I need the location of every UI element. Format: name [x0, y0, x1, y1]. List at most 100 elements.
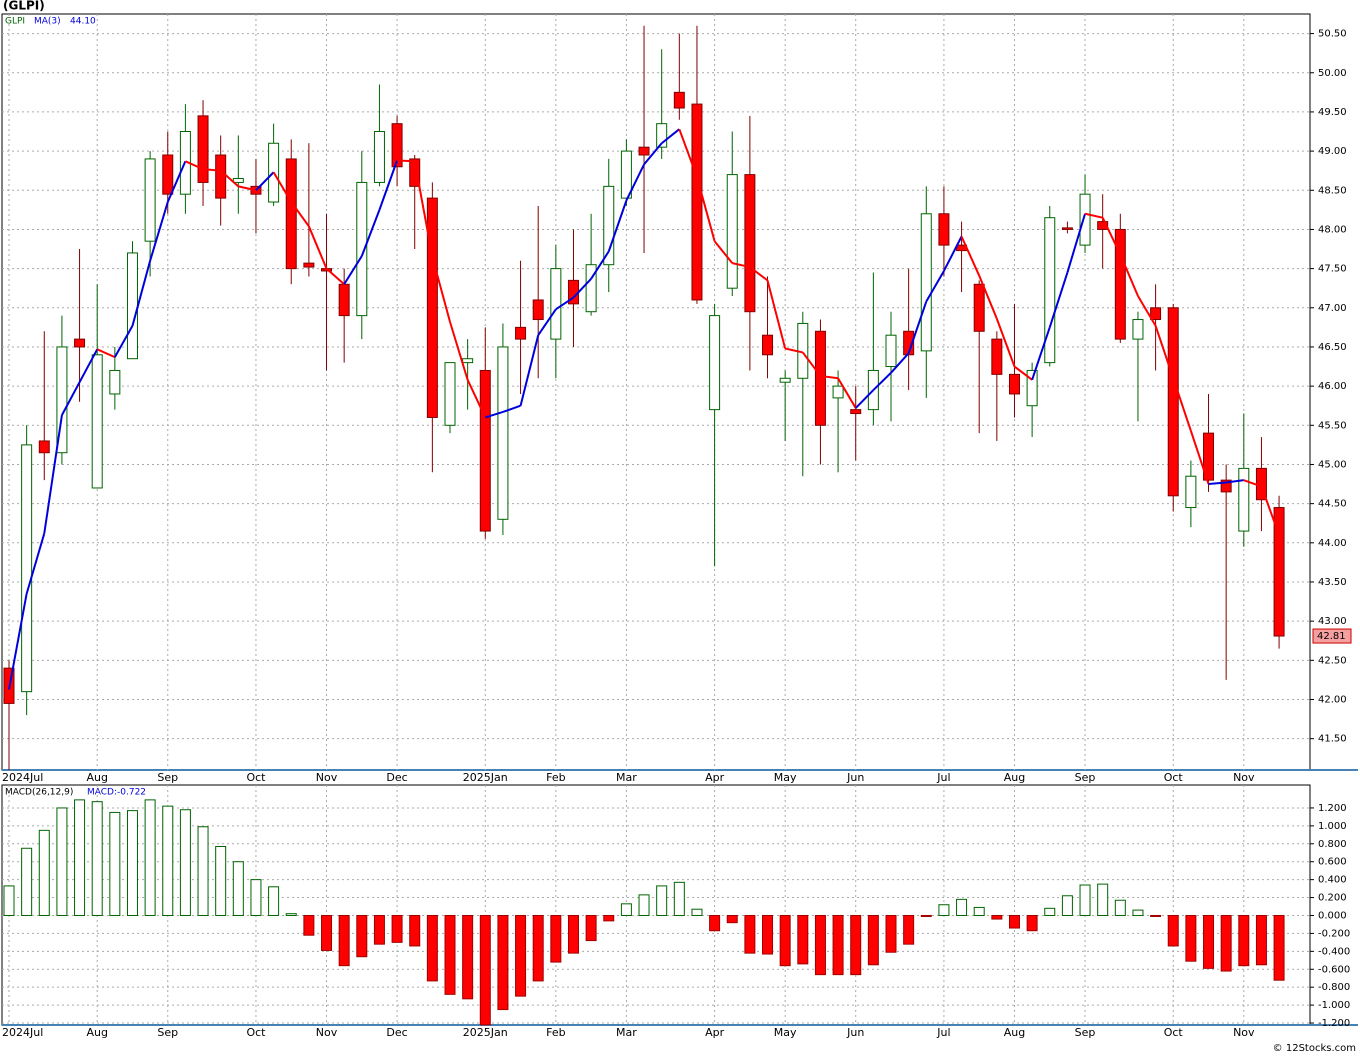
- macd-bar: [1203, 914, 1215, 969]
- ma-segment: [925, 270, 945, 303]
- macd-bar: [1150, 914, 1162, 917]
- candle-body: [338, 283, 350, 317]
- candle-body: [1044, 217, 1056, 364]
- macd-bar: [620, 903, 632, 916]
- ma-segment: [272, 171, 293, 203]
- x-tick-label: Jun: [846, 1026, 864, 1039]
- legend-symbol: GLPI: [5, 17, 25, 27]
- macd-bar: [691, 908, 703, 916]
- macd-bar: [3, 885, 15, 916]
- ma-segment: [1013, 365, 1033, 381]
- macd-bar: [126, 810, 138, 916]
- ma-segment: [149, 201, 169, 262]
- macd-bar: [726, 914, 738, 924]
- ma-segment: [1172, 377, 1192, 432]
- y-tick-label: 47.50: [1318, 264, 1347, 275]
- candle-body: [1008, 373, 1020, 395]
- macd-bar: [1185, 914, 1197, 962]
- candle-body: [1273, 507, 1285, 637]
- macd-bar: [497, 914, 509, 1011]
- x-tick-label: Oct: [1164, 771, 1184, 784]
- y-tick-label: 48.50: [1318, 185, 1347, 196]
- x-tick-label: Aug: [1004, 771, 1025, 784]
- macd-title: MACD(26,12,9): [5, 788, 73, 798]
- x-tick-label: Aug: [86, 771, 107, 784]
- macd-bar: [1238, 914, 1250, 967]
- x-tick-label: Feb: [546, 771, 565, 784]
- macd-bar: [832, 914, 844, 976]
- macd-bar: [338, 914, 350, 967]
- macd-bar: [603, 914, 615, 922]
- ma-segment: [555, 296, 575, 311]
- candle-body: [850, 409, 862, 415]
- ma-segment: [184, 160, 204, 171]
- ma-segment: [360, 209, 381, 257]
- y-tick-label: 44.00: [1318, 538, 1347, 549]
- ma-segment: [96, 348, 116, 359]
- macd-bar: [268, 886, 280, 916]
- macd-bar: [797, 914, 809, 965]
- y-tick-label: -0.600: [1318, 964, 1350, 975]
- ma-segment: [113, 325, 134, 358]
- y-tick-label: 46.00: [1318, 381, 1347, 392]
- macd-bar: [1079, 884, 1091, 916]
- ma-segment: [625, 163, 645, 201]
- ma-segment: [25, 533, 46, 595]
- candle-body: [1203, 432, 1215, 481]
- macd-bar: [1044, 907, 1056, 916]
- x-tick-label: Jul: [936, 1026, 950, 1039]
- ma-segment: [1048, 272, 1069, 328]
- ma-segment: [855, 389, 875, 409]
- y-tick-label: -0.400: [1318, 946, 1350, 957]
- candle-body: [691, 103, 703, 301]
- ma-segment: [8, 593, 28, 690]
- macd-bar: [1026, 914, 1038, 932]
- y-tick-label: 0.200: [1318, 893, 1347, 904]
- candle-body: [603, 185, 615, 266]
- legend-ma: MA(3): [34, 17, 61, 27]
- y-tick-label: 0.400: [1318, 875, 1347, 886]
- ma-segment: [1243, 479, 1262, 488]
- macd-bar: [938, 904, 950, 916]
- candle-body: [232, 178, 244, 183]
- y-tick-label: 44.50: [1318, 499, 1347, 510]
- ma-segment: [1208, 481, 1227, 486]
- y-tick-label: -1.000: [1318, 1000, 1350, 1011]
- x-tick-label: Nov: [316, 771, 338, 784]
- x-tick-label: Sep: [1075, 1026, 1096, 1039]
- macd-bar: [479, 914, 491, 1026]
- ma-segment: [61, 381, 81, 416]
- macd-bar: [1273, 914, 1285, 981]
- candle-body: [426, 197, 438, 418]
- y-tick-label: 42.50: [1318, 655, 1347, 666]
- ma-segment: [802, 351, 822, 377]
- candle-body: [885, 334, 897, 368]
- candle-body: [74, 338, 86, 348]
- x-tick-label: Oct: [246, 771, 266, 784]
- macd-bar: [232, 861, 244, 916]
- ma-segment: [537, 308, 557, 336]
- x-tick-label: 2024Jul: [2, 1026, 43, 1039]
- macd-bar: [991, 914, 1003, 920]
- x-tick-label: Nov: [316, 1026, 338, 1039]
- macd-bar: [162, 805, 174, 916]
- macd-bar: [973, 906, 985, 916]
- candle-body: [744, 174, 756, 313]
- macd-bar: [391, 914, 403, 943]
- last-price-label: 42.81: [1317, 631, 1346, 642]
- macd-bar: [144, 799, 156, 916]
- ma-segment: [1154, 325, 1175, 379]
- x-tick-label: Jun: [846, 771, 864, 784]
- ma-segment: [78, 348, 99, 383]
- macd-bar: [1132, 909, 1144, 916]
- y-tick-label: 43.00: [1318, 616, 1347, 627]
- candle-body: [162, 154, 174, 195]
- ma-segment: [1101, 217, 1122, 255]
- macd-bar: [38, 829, 50, 916]
- macd-bar: [303, 914, 315, 936]
- candle-body: [515, 326, 527, 340]
- candle-body: [1114, 228, 1126, 340]
- ma-segment: [907, 301, 928, 354]
- macd-bar: [321, 914, 333, 951]
- y-tick-label: 47.00: [1318, 303, 1347, 314]
